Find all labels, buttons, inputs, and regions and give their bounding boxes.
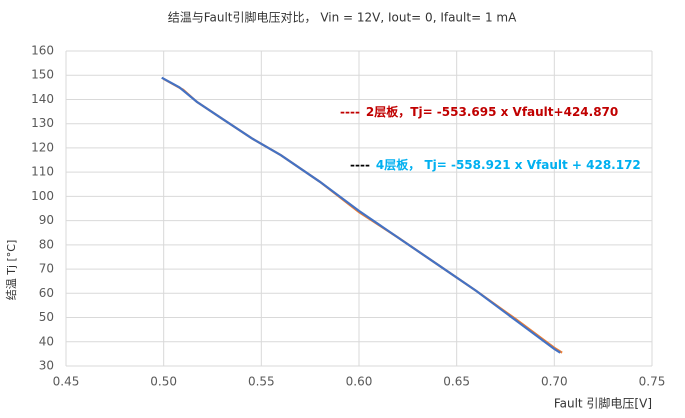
x-tick-label: 0.65 xyxy=(443,375,470,389)
annotation-text: 2层板，Tj= -553.695 x Vfault+424.870 xyxy=(366,104,618,119)
x-axis-label: Fault 引脚电压[V] xyxy=(554,396,652,411)
y-tick-label: 110 xyxy=(31,165,54,179)
y-tick-label: 30 xyxy=(39,359,54,373)
y-tick-label: 80 xyxy=(39,237,54,251)
chart-title: 结温与Fault引脚电压对比， Vin = 12V, Iout= 0, Ifau… xyxy=(168,10,517,25)
x-tick-label: 0.50 xyxy=(150,375,177,389)
annotation-marker: ---- xyxy=(340,105,360,119)
annotation: ---- 4层板， Tj= -558.921 x Vfault + 428.172 xyxy=(350,157,641,172)
y-tick-label: 150 xyxy=(31,68,54,82)
y-tick-label: 40 xyxy=(39,334,54,348)
y-tick-label: 70 xyxy=(39,262,54,276)
x-tick-label: 0.70 xyxy=(541,375,568,389)
y-tick-label: 90 xyxy=(39,213,54,227)
series-line xyxy=(161,76,561,354)
y-axis-label: 结温 Tj [°C] xyxy=(5,240,18,301)
x-tick-label: 0.45 xyxy=(53,375,80,389)
annotation-text: 4层板， Tj= -558.921 x Vfault + 428.172 xyxy=(376,157,641,172)
y-tick-label: 100 xyxy=(31,189,54,203)
y-tick-label: 130 xyxy=(31,116,54,130)
y-tick-label: 140 xyxy=(31,92,54,106)
y-tick-label: 50 xyxy=(39,310,54,324)
annotation: ---- 2层板，Tj= -553.695 x Vfault+424.870 xyxy=(340,104,618,119)
y-tick-label: 160 xyxy=(31,44,54,58)
x-tick-label: 0.55 xyxy=(248,375,275,389)
x-tick-label: 0.75 xyxy=(639,375,666,389)
x-tick-label: 0.60 xyxy=(346,375,373,389)
y-tick-label: 60 xyxy=(39,286,54,300)
y-tick-label: 120 xyxy=(31,140,54,154)
annotation-marker: ---- xyxy=(350,158,370,172)
